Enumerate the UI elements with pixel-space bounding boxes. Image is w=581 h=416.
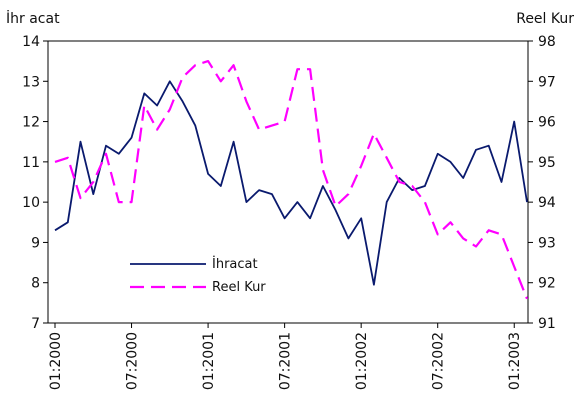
x-tick-label: 01:2002 [354,332,370,390]
y-right-axis-label: Reel Kur [516,11,574,27]
y-left-tick-label: 11 [22,155,40,171]
legend-label-ihracat: İhracat [212,256,258,272]
y-left-tick-label: 14 [22,34,40,50]
legend-label-reel-kur: Reel Kur [212,280,266,295]
y-left-tick-label: 10 [22,195,40,211]
y-right-axis: 91 92 93 94 95 96 97 98 [528,34,556,332]
x-tick-label: 07:2002 [431,332,447,390]
y-right-tick-label: 98 [538,34,556,50]
y-right-tick-label: 94 [538,195,556,211]
legend: İhracat Reel Kur [130,256,266,295]
y-right-tick-label: 91 [538,316,556,332]
x-tick-label: 07:2001 [278,332,294,390]
y-left-axis: 7 8 9 10 11 12 13 14 [22,34,48,332]
y-right-tick-label: 97 [538,74,556,90]
x-axis: 01:2000 07:2000 01:2001 07:2001 01:2002 07:20… [48,323,523,390]
x-tick-label: 07:2000 [125,332,141,390]
y-left-tick-label: 12 [22,115,40,131]
y-right-tick-label: 95 [538,155,556,171]
y-left-tick-label: 9 [31,235,40,251]
y-right-tick-label: 96 [538,115,556,131]
y-right-tick-label: 92 [538,276,556,292]
plot-area [47,40,529,324]
y-left-tick-label: 13 [22,74,40,90]
series-line-reel-kur [54,60,529,300]
x-tick-label: 01:2000 [48,332,64,390]
x-tick-label: 01:2003 [507,332,523,390]
x-tick-label: 01:2001 [201,332,217,390]
y-left-tick-label: 8 [31,276,40,292]
y-left-axis-label: İhr acat [6,9,60,27]
y-left-tick-label: 7 [31,316,40,332]
y-right-tick-label: 93 [538,235,556,251]
series-line-ihracat [54,80,528,286]
